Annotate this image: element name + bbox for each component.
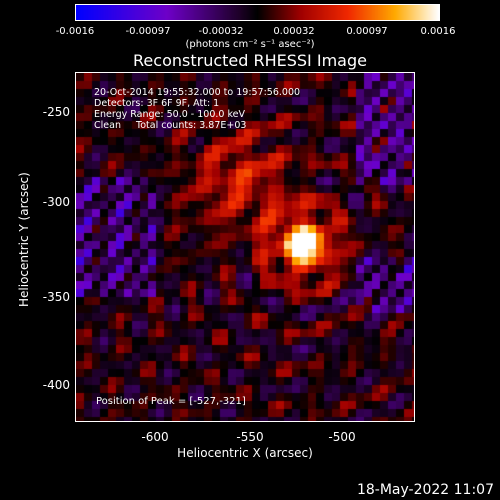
x-tick-label: -500 xyxy=(328,430,356,444)
colorbar-tick-label: 0.00032 xyxy=(273,26,315,37)
y-axis-label: Heliocentric Y (arcsec) xyxy=(17,172,31,307)
colorbar-tick-label: -0.00097 xyxy=(125,26,171,37)
y-tick-label: -300 xyxy=(42,195,70,209)
y-tick-label: -400 xyxy=(42,378,70,392)
image-title: Reconstructed RHESSI Image xyxy=(133,51,367,70)
info-time-range: 20-Oct-2014 19:55:32.000 to 19:57:56.000 xyxy=(94,87,301,98)
colorbar-units: (photons cm⁻² s⁻¹ asec⁻²) xyxy=(185,39,315,50)
info-energy-range: Energy Range: 50.0 - 100.0 keV xyxy=(94,109,245,120)
peak-position-label: Position of Peak = [-527,-321] xyxy=(96,396,246,407)
timestamp: 18-May-2022 11:07 xyxy=(356,482,494,498)
info-detectors: Detectors: 3F 6F 9F, Att: 1 xyxy=(94,98,220,109)
y-tick-label: -250 xyxy=(42,105,70,119)
x-axis-label: Heliocentric X (arcsec) xyxy=(177,446,313,460)
colorbar-tick-label: 0.00097 xyxy=(346,26,388,37)
colorbar-tick-label: 0.0016 xyxy=(420,26,456,37)
plot-area: 20-Oct-2014 19:55:32.000 to 19:57:56.000… xyxy=(75,72,415,422)
colorbar-tick-label: -0.00032 xyxy=(198,26,244,37)
x-tick-label: -600 xyxy=(141,430,169,444)
colorbar-tick-label: -0.0016 xyxy=(55,26,95,37)
x-tick-label: -550 xyxy=(236,430,264,444)
y-tick-label: -350 xyxy=(42,290,70,304)
reconstructed-image xyxy=(76,73,414,421)
info-clean: Clean Total counts: 3.87E+03 xyxy=(94,120,247,131)
colorbar xyxy=(75,4,440,21)
